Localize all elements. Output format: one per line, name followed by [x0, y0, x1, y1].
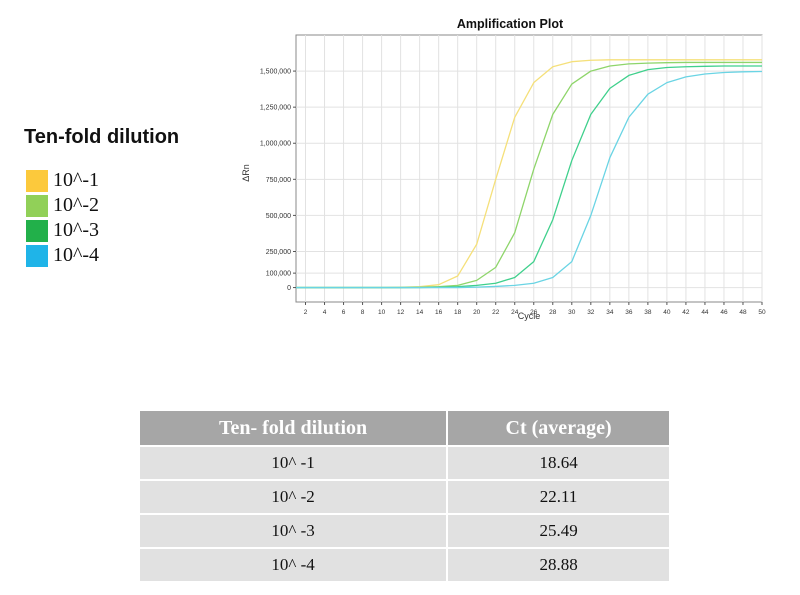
table-header-row: Ten- fold dilution Ct (average): [137, 409, 671, 447]
y-tick-label: 1,500,000: [260, 69, 291, 76]
x-tick-label: 38: [644, 309, 652, 316]
x-tick-label: 26: [530, 309, 538, 316]
y-tick-label: 250,000: [266, 249, 291, 256]
legend-swatch-2: [26, 194, 48, 217]
x-tick-label: 22: [492, 309, 500, 316]
y-tick-label: 750,000: [266, 177, 291, 184]
x-tick-label: 50: [758, 309, 766, 316]
legend-label: 10^-3: [53, 219, 100, 241]
y-tick-label: 100,000: [266, 271, 291, 278]
y-tick-label: 0: [287, 285, 291, 292]
legend-swatch-4: [26, 244, 48, 267]
x-tick-label: 24: [511, 309, 519, 316]
x-tick-label: 20: [473, 309, 481, 316]
cell-dilution: 10^ -3: [137, 513, 449, 549]
legend-swatch-1: [26, 169, 48, 192]
series-lines: [296, 59, 763, 289]
x-tick-label: 46: [720, 309, 728, 316]
cell-ct: 28.88: [446, 547, 671, 583]
table-row: 10^ -4 28.88: [137, 547, 671, 583]
x-tick-label: 16: [435, 309, 443, 316]
x-tick-label: 44: [701, 309, 709, 316]
legend-label: 10^-2: [53, 194, 100, 216]
y-tick-label: 1,250,000: [260, 105, 291, 112]
table-row: 10^ -2 22.11: [137, 479, 671, 515]
x-tick-label: 30: [568, 309, 576, 316]
header-dilution: Ten- fold dilution: [137, 409, 449, 447]
y-tick-label: 500,000: [266, 213, 291, 220]
x-tick-label: 6: [342, 309, 346, 316]
table-row: 10^ -3 25.49: [137, 513, 671, 549]
cell-ct: 22.11: [446, 479, 671, 515]
y-axis-label: ΔRn: [241, 164, 251, 182]
plot-frame: [295, 34, 763, 303]
legend-item: 10^-2: [26, 193, 99, 218]
chart-title: Amplification Plot: [457, 17, 564, 31]
x-tick-label: 34: [606, 309, 614, 316]
x-axis-label: Cycle: [518, 311, 541, 321]
x-tick-label: 36: [625, 309, 633, 316]
header-ct: Ct (average): [446, 409, 671, 447]
cell-ct: 25.49: [446, 513, 671, 549]
x-tick-label: 8: [361, 309, 365, 316]
y-tick-label: 1,000,000: [260, 141, 291, 148]
x-tick-label: 40: [663, 309, 671, 316]
legend-item: 10^-4: [26, 243, 99, 268]
x-axis-ticks: 2 4 6 8 10 12 14 16 18 20 22 24 26 28 30 32 34 36 38 40 42 44…: [304, 302, 766, 316]
x-tick-label: 14: [416, 309, 424, 316]
legend-label: 10^-1: [53, 169, 100, 191]
x-tick-label: 10: [378, 309, 386, 316]
y-axis-ticks: 0 100,000 250,000 500,000 750,000 1,000,000 1,…: [260, 69, 296, 292]
x-tick-label: 4: [323, 309, 327, 316]
cell-ct: 18.64: [446, 445, 671, 481]
legend-label: 10^-4: [53, 244, 100, 266]
x-tick-label: 32: [587, 309, 595, 316]
cell-dilution: 10^ -2: [137, 479, 449, 515]
x-tick-label: 42: [682, 309, 690, 316]
x-tick-label: 48: [739, 309, 747, 316]
legend-item: 10^-1: [26, 168, 99, 193]
legend-title: Ten-fold dilution: [24, 126, 180, 148]
ct-table: Ten- fold dilution Ct (average) 10^ -1 1…: [137, 409, 671, 583]
series-line-4: [296, 70, 763, 289]
amplification-plot: Amplification Plot 0 100,000 250,000 500,00…: [241, 17, 766, 321]
x-tick-label: 12: [397, 309, 405, 316]
x-tick-label: 28: [549, 309, 557, 316]
table-row: 10^ -1 18.64: [137, 445, 671, 481]
cell-dilution: 10^ -4: [137, 547, 449, 583]
x-tick-label: 18: [454, 309, 462, 316]
cell-dilution: 10^ -1: [137, 445, 449, 481]
legend-swatch-3: [26, 219, 48, 242]
x-tick-label: 2: [304, 309, 308, 316]
legend: 10^-1 10^-2 10^-3 10^-4: [26, 168, 99, 268]
legend-item: 10^-3: [26, 218, 99, 243]
